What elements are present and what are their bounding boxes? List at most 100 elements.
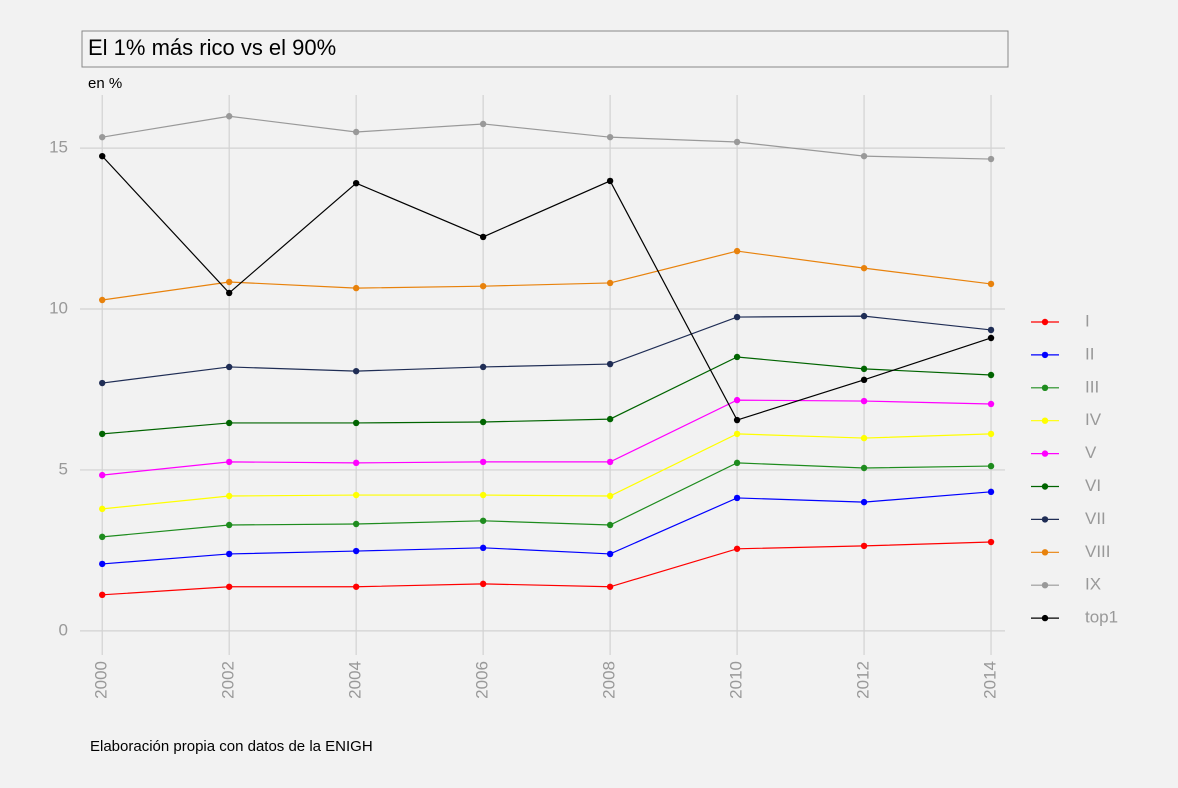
point [99, 430, 106, 438]
legend-swatch-point [1041, 384, 1049, 391]
point [99, 152, 106, 160]
x-tick-label: 2000 [92, 661, 111, 699]
point [225, 521, 233, 529]
x-tick-label: 2002 [219, 661, 238, 699]
x-tick-label: 2010 [727, 661, 746, 699]
chart-title: El 1% más rico vs el 90% [88, 35, 336, 60]
point [606, 550, 614, 558]
y-tick-label: 5 [59, 459, 68, 478]
point [860, 542, 868, 550]
point [987, 488, 995, 496]
point [225, 492, 233, 500]
series-line [102, 491, 992, 565]
point [987, 326, 995, 334]
point [606, 583, 614, 590]
legend-swatch-point [1041, 516, 1049, 523]
point [733, 430, 741, 438]
subtitle: en % [88, 75, 122, 92]
point [479, 544, 487, 552]
point [987, 538, 995, 546]
point [225, 278, 233, 286]
series-line [102, 315, 992, 384]
legend-swatch-point [1041, 549, 1049, 556]
point [99, 560, 106, 568]
point [479, 363, 487, 371]
point [733, 138, 741, 146]
point [860, 498, 868, 506]
point [479, 233, 487, 241]
point [606, 279, 614, 287]
point [987, 462, 995, 470]
point [733, 396, 741, 404]
point [733, 313, 741, 321]
point [225, 583, 233, 590]
legend-label: VI [1085, 476, 1101, 495]
point [733, 416, 741, 424]
legend-swatch-point [1041, 614, 1049, 622]
point [606, 360, 614, 368]
x-tick-label: 2008 [600, 661, 619, 699]
x-tick-label: 2014 [981, 661, 1000, 699]
point [733, 247, 741, 255]
point [606, 177, 614, 185]
point [225, 113, 233, 120]
point [352, 583, 360, 590]
point [479, 517, 487, 524]
point [352, 419, 360, 427]
point [606, 492, 614, 500]
point [99, 379, 106, 387]
point [352, 547, 360, 555]
series-line [102, 250, 992, 301]
x-tick-label: 2006 [473, 661, 492, 699]
point [733, 353, 741, 361]
legend-label: VII [1085, 509, 1106, 528]
series-line [102, 541, 992, 596]
point [479, 580, 487, 588]
point [352, 520, 360, 528]
point [479, 458, 487, 466]
point [606, 458, 614, 466]
point [860, 464, 868, 472]
legend-label: VIII [1085, 542, 1111, 561]
point [352, 491, 360, 499]
point [352, 179, 360, 187]
point [606, 415, 614, 423]
point [606, 133, 614, 141]
series-line [102, 399, 992, 476]
point [860, 376, 868, 384]
point [479, 120, 487, 128]
title-box [81, 30, 1009, 68]
point [225, 363, 233, 371]
series-line [102, 356, 992, 435]
legend-swatch-point [1041, 417, 1049, 424]
point [99, 533, 106, 541]
legend-swatch-point [1041, 582, 1049, 589]
point [987, 155, 995, 163]
point [733, 494, 741, 502]
point [225, 419, 233, 427]
legend-label: I [1085, 311, 1090, 330]
y-tick-label: 10 [49, 299, 68, 318]
legend-label: IV [1085, 410, 1102, 429]
point [479, 418, 487, 426]
point [860, 264, 868, 272]
point [860, 397, 868, 405]
caption: Elaboración propia con datos de la ENIGH [90, 738, 373, 755]
point [225, 550, 233, 558]
point [860, 365, 868, 373]
legend-swatch-point [1041, 351, 1049, 359]
legend-label: III [1085, 377, 1099, 396]
series-line [102, 115, 992, 160]
x-tick-label: 2012 [854, 661, 873, 699]
point [99, 471, 106, 479]
point [352, 128, 360, 136]
series-line [102, 462, 992, 538]
legend-swatch-point [1041, 483, 1049, 490]
legend-label: II [1085, 344, 1094, 363]
point [99, 296, 106, 304]
point [99, 591, 106, 599]
point [860, 152, 868, 160]
x-tick-label: 2004 [346, 661, 365, 699]
point [987, 334, 995, 342]
